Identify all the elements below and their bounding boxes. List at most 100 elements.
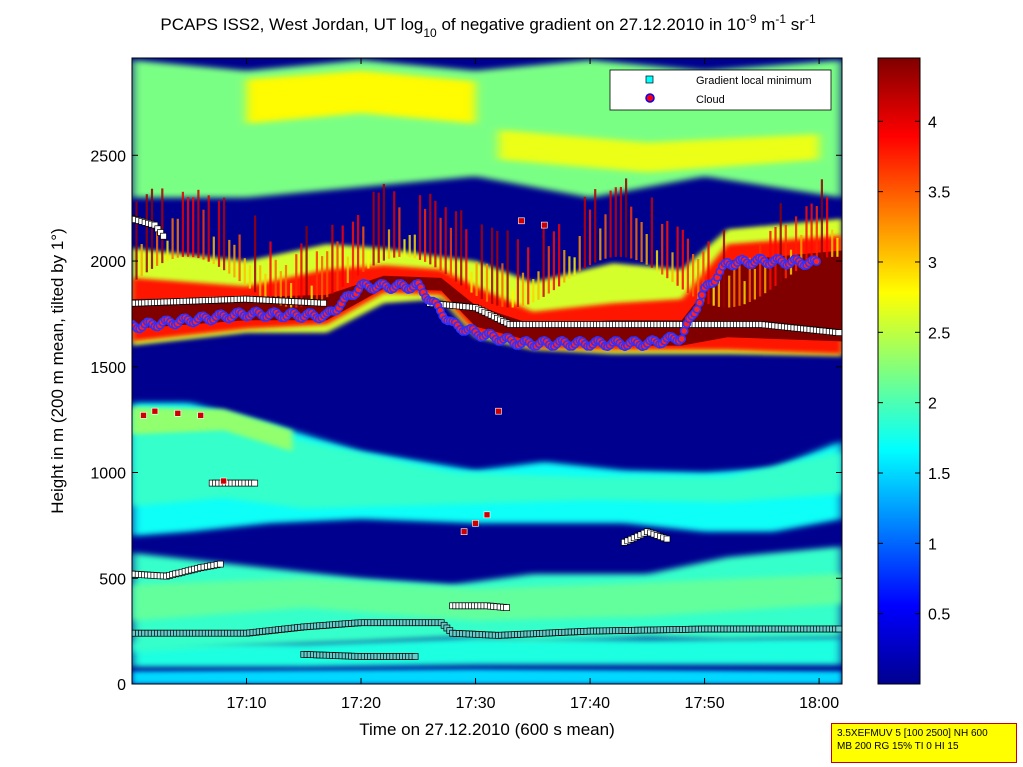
cloud-marker-red bbox=[540, 221, 548, 229]
spike bbox=[635, 218, 638, 261]
spike bbox=[666, 221, 669, 279]
cloud-marker-red bbox=[151, 407, 159, 415]
x-tick-label: 17:30 bbox=[456, 695, 496, 712]
colorbar-tick-label: 2 bbox=[928, 396, 937, 413]
y-tick-label: 2000 bbox=[90, 254, 126, 271]
spike bbox=[604, 214, 607, 259]
spike bbox=[640, 222, 643, 263]
legend-entry-cloud: Cloud bbox=[696, 94, 725, 106]
spike bbox=[372, 191, 375, 266]
spike bbox=[764, 261, 767, 294]
spike bbox=[826, 197, 829, 258]
spike bbox=[800, 234, 803, 268]
spike bbox=[614, 187, 617, 257]
gradient-minimum-marker bbox=[503, 604, 510, 611]
chart-title: PCAPS ISS2, West Jordan, UT log10 of neg… bbox=[160, 12, 816, 40]
colorbar-ticks: 0.5 1 1.5 2 2.5 3 3.5 4 bbox=[878, 114, 950, 624]
low-layer bbox=[132, 637, 842, 668]
spike bbox=[496, 231, 499, 306]
ground-strip bbox=[132, 669, 842, 684]
spike bbox=[810, 203, 813, 263]
spike bbox=[408, 235, 411, 258]
heatmap bbox=[132, 58, 842, 684]
boundary-core bbox=[132, 574, 842, 621]
spike bbox=[254, 215, 257, 293]
spike bbox=[331, 224, 334, 294]
spike bbox=[588, 209, 592, 266]
spike bbox=[449, 227, 452, 278]
cloud-marker-red bbox=[483, 511, 491, 519]
plot-frame bbox=[131, 57, 843, 685]
spike bbox=[558, 224, 561, 287]
spike bbox=[475, 261, 478, 296]
spike bbox=[480, 224, 483, 299]
spike bbox=[568, 256, 571, 279]
spike bbox=[681, 229, 684, 290]
spike bbox=[197, 189, 200, 259]
colorbar-tick-label: 0.5 bbox=[928, 607, 950, 624]
spike bbox=[753, 268, 756, 300]
cloud-marker-red bbox=[197, 412, 204, 419]
mid-upper-patch bbox=[132, 407, 293, 452]
spike bbox=[460, 210, 463, 286]
spike bbox=[707, 241, 710, 305]
spike bbox=[259, 265, 262, 296]
spike bbox=[145, 194, 148, 273]
spike bbox=[321, 256, 324, 301]
spike bbox=[171, 218, 174, 259]
colorbar-gradient bbox=[877, 57, 921, 685]
gradient-minimum-marker bbox=[320, 299, 327, 307]
spike bbox=[351, 221, 355, 280]
colorbar-tick-label: 1 bbox=[928, 536, 937, 553]
spike bbox=[645, 234, 648, 265]
spike bbox=[516, 239, 519, 307]
spike bbox=[563, 250, 566, 283]
spike bbox=[367, 251, 370, 269]
gradient-minimum-marker bbox=[160, 232, 167, 240]
spike bbox=[552, 231, 555, 291]
spike bbox=[831, 229, 834, 257]
legend-square-marker bbox=[645, 75, 654, 84]
spike bbox=[305, 226, 308, 307]
spike bbox=[248, 265, 251, 289]
spike bbox=[290, 283, 293, 308]
spike bbox=[521, 272, 525, 306]
info-box-line2: MB 200 RG 15% TI 0 HI 15 bbox=[837, 741, 959, 752]
spike bbox=[269, 241, 272, 302]
spike bbox=[424, 208, 427, 262]
y-tick-label: 1000 bbox=[90, 466, 126, 483]
spike bbox=[485, 263, 489, 302]
spike bbox=[784, 224, 787, 279]
spike bbox=[594, 189, 597, 263]
spike bbox=[187, 197, 190, 257]
spike bbox=[161, 188, 164, 264]
spike bbox=[274, 259, 277, 304]
spike bbox=[336, 241, 339, 291]
spike bbox=[176, 218, 179, 258]
x-tick-label: 17:10 bbox=[226, 695, 266, 712]
info-box-line1: 3.5XEFMUV 5 [100 2500] NH 600 bbox=[837, 728, 988, 739]
x-axis: 17:10 17:20 17:30 17:40 17:50 18:00 bbox=[226, 58, 839, 712]
spike bbox=[300, 243, 303, 308]
gradient-minimum-tracks bbox=[132, 215, 842, 660]
spike bbox=[326, 251, 329, 298]
gradient-minimum-marker bbox=[251, 479, 259, 487]
spike bbox=[465, 229, 468, 290]
legend-entry-gradient: Gradient local minimum bbox=[696, 75, 812, 87]
spike bbox=[243, 258, 246, 285]
spike bbox=[820, 179, 823, 259]
spike bbox=[207, 195, 210, 262]
cloud-marker bbox=[695, 298, 704, 308]
gradient-minimum-marker bbox=[411, 653, 419, 660]
mid-core bbox=[132, 409, 842, 509]
spike bbox=[150, 188, 154, 269]
spike bbox=[315, 251, 318, 303]
gradient-minimum-marker bbox=[835, 625, 842, 633]
x-tick-label: 17:20 bbox=[341, 695, 381, 712]
cloud-marker bbox=[812, 256, 821, 266]
spike bbox=[434, 200, 437, 268]
colorbar-tick-label: 1.5 bbox=[928, 466, 950, 483]
cloud-base-line bbox=[132, 253, 821, 352]
spike bbox=[542, 228, 545, 297]
y-tick-label: 2500 bbox=[90, 148, 126, 165]
